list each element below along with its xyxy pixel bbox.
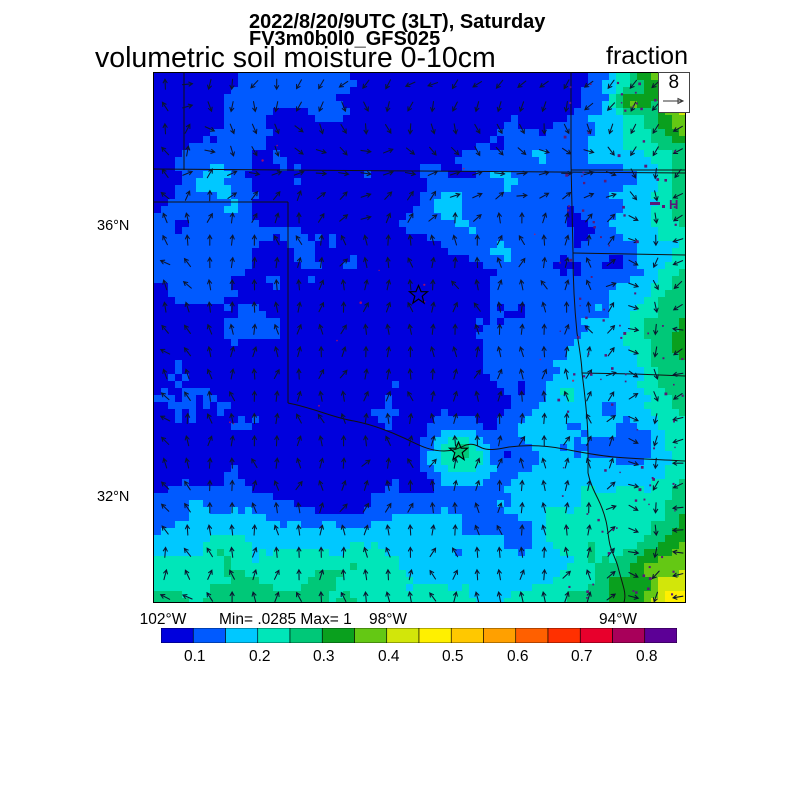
- svg-text:H: H: [669, 197, 678, 212]
